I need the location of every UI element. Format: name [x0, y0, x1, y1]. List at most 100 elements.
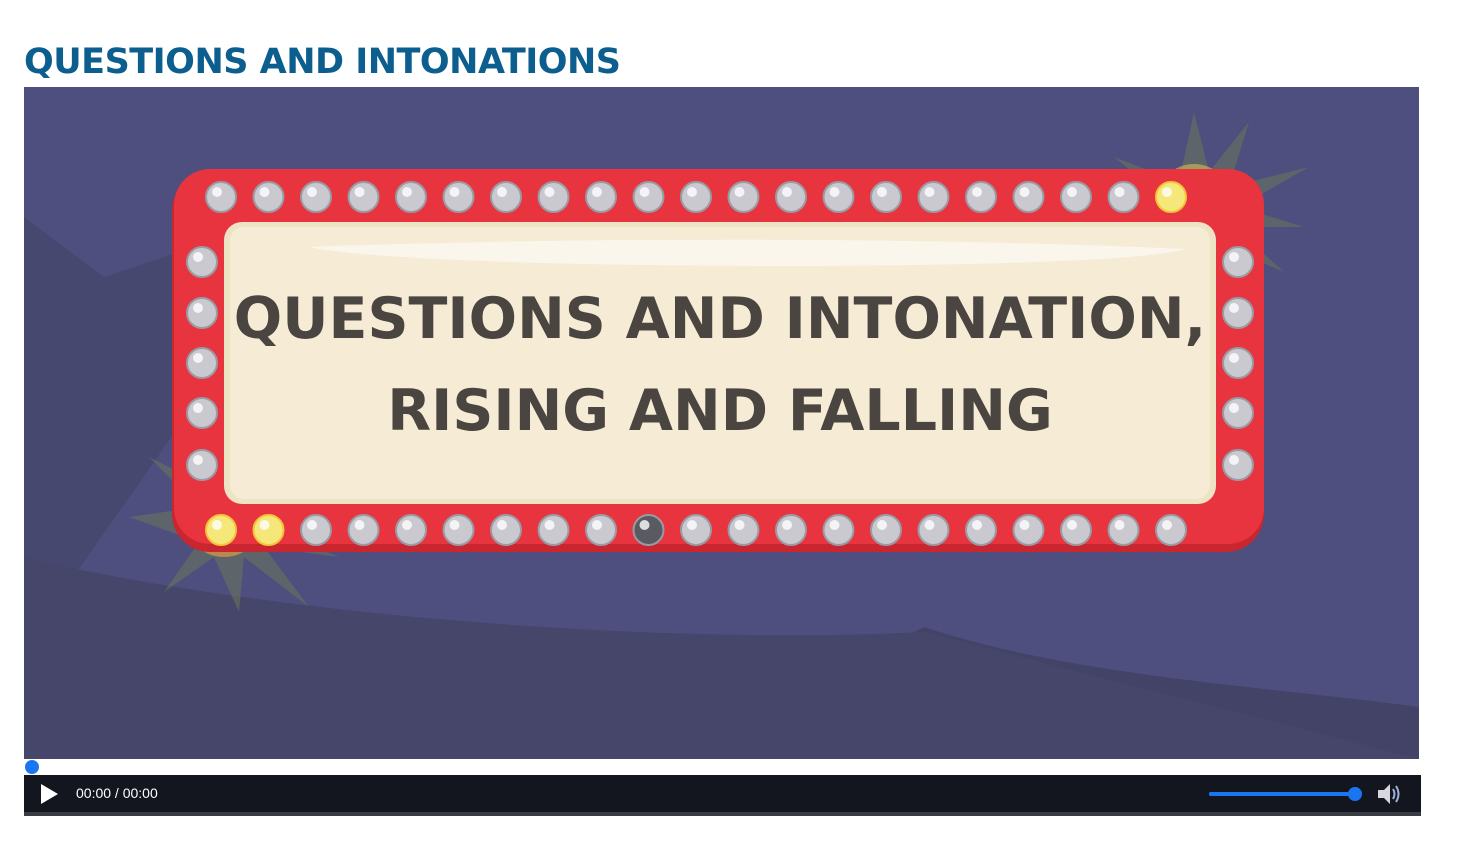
marquee-bulb	[537, 514, 570, 546]
bulb-highlight	[687, 187, 697, 197]
marquee-bulb	[680, 181, 712, 213]
marquee-bulb	[870, 514, 902, 546]
bulb-highlight	[1229, 403, 1239, 413]
volume-button[interactable]	[1376, 781, 1404, 807]
marquee-bulb	[870, 181, 902, 213]
marquee-bulb	[1222, 449, 1254, 481]
bulb-highlight	[193, 252, 203, 262]
speaker-icon	[1378, 784, 1400, 804]
marquee-bulb	[395, 514, 427, 546]
bulb-highlight	[193, 303, 203, 313]
marquee-bulb	[186, 297, 218, 329]
marquee-bulb	[727, 181, 760, 213]
video-frame[interactable]: QUESTIONS AND INTONATION, RISING AND FAL…	[24, 87, 1419, 759]
bulb-highlight	[212, 520, 222, 530]
progress-knob[interactable]	[25, 760, 39, 774]
bulb-highlight	[924, 520, 935, 530]
marquee-bulb	[205, 514, 237, 546]
bulb-highlight	[1162, 520, 1172, 530]
marquee-bulb	[490, 181, 522, 213]
bulb-highlight	[449, 520, 460, 530]
bulb-highlight	[782, 187, 792, 197]
bulb-highlight	[354, 520, 365, 530]
bulb-highlight	[1019, 187, 1030, 197]
bulb-highlight	[592, 520, 602, 530]
bulb-highlight	[877, 520, 887, 530]
marquee-bulb	[1107, 181, 1140, 213]
bulb-highlight	[259, 520, 270, 530]
video-thumbnail: QUESTIONS AND INTONATION, RISING AND FAL…	[24, 112, 1419, 759]
sign-panel	[230, 227, 1210, 499]
bulb-highlight	[639, 520, 650, 530]
marquee-bulb	[1222, 347, 1254, 379]
marquee-bulb	[1012, 181, 1045, 213]
progress-bar[interactable]	[24, 759, 1421, 775]
marquee-bulb	[1222, 246, 1254, 278]
marquee-bulb	[186, 397, 218, 429]
marquee-bulb	[585, 514, 617, 546]
bulb-highlight	[1229, 303, 1239, 313]
marquee-bulb	[585, 181, 617, 213]
bulb-highlight	[193, 403, 203, 413]
marquee-bulb	[442, 181, 475, 213]
marquee-bulb	[1012, 514, 1045, 546]
play-icon	[41, 784, 58, 804]
bulb-highlight	[449, 187, 460, 197]
bulb-highlight	[972, 187, 982, 197]
volume-knob[interactable]	[1348, 787, 1362, 801]
bulb-highlight	[1229, 252, 1239, 262]
sign-text-line1: QUESTIONS AND INTONATION,	[234, 286, 1206, 352]
bulb-highlight	[212, 187, 222, 197]
bulb-highlight	[193, 455, 203, 465]
bulb-highlight	[259, 187, 270, 197]
bulb-highlight	[1019, 520, 1030, 530]
marquee-bulb	[965, 181, 997, 213]
player-controls: 00:00 / 00:00	[24, 775, 1421, 816]
bulb-highlight	[307, 520, 317, 530]
marquee-bulb	[727, 514, 760, 546]
marquee-bulb	[186, 347, 218, 379]
bulb-highlight	[829, 520, 840, 530]
bulb-highlight	[1067, 520, 1077, 530]
marquee-bulb	[252, 514, 285, 546]
marquee-bulb	[1155, 514, 1187, 546]
bulb-highlight	[1229, 455, 1239, 465]
bulb-highlight	[972, 520, 982, 530]
bulb-highlight	[1114, 520, 1125, 530]
bulb-highlight	[1067, 187, 1077, 197]
marquee-bulb	[442, 514, 475, 546]
sign-text-line2: RISING AND FALLING	[387, 378, 1053, 444]
bulb-highlight	[734, 520, 745, 530]
bulb-highlight	[402, 520, 412, 530]
bulb-highlight	[734, 187, 745, 197]
marquee-bulb	[632, 181, 665, 213]
marquee-bulb	[347, 181, 380, 213]
marquee-bulb	[186, 449, 218, 481]
marquee-bulb	[1060, 514, 1092, 546]
marquee-bulb	[965, 514, 997, 546]
sign-gloss	[309, 239, 1184, 267]
marquee-bulb	[395, 181, 427, 213]
bulb-highlight	[877, 187, 887, 197]
bulb-highlight	[687, 520, 697, 530]
marquee-bulb	[252, 181, 285, 213]
bg-floor	[24, 557, 1419, 759]
marquee-bulb	[537, 181, 570, 213]
marquee-bulb	[1155, 181, 1187, 213]
marquee-bulbs	[186, 181, 1254, 546]
play-button[interactable]	[38, 783, 60, 805]
marquee-bulb	[186, 246, 218, 278]
marquee-bulb	[347, 514, 380, 546]
bulb-highlight	[1162, 187, 1172, 197]
marquee-bulb	[632, 514, 665, 546]
marquee-bulb	[300, 514, 332, 546]
marquee-bulb	[917, 181, 950, 213]
volume-slider[interactable]	[1209, 787, 1362, 801]
marquee-bulb	[775, 181, 807, 213]
bulb-highlight	[354, 187, 365, 197]
bulb-highlight	[782, 520, 792, 530]
marquee-bulb	[490, 514, 522, 546]
marquee-bulb	[680, 514, 712, 546]
bulb-highlight	[829, 187, 840, 197]
bulb-highlight	[924, 187, 935, 197]
